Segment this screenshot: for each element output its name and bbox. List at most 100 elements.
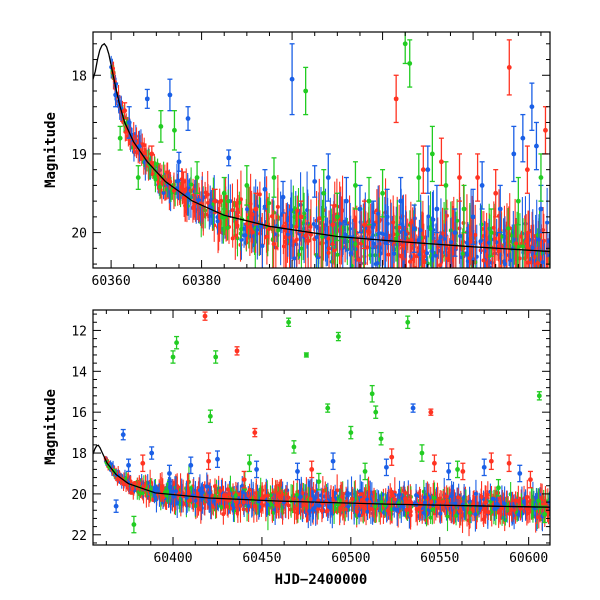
bottom-point	[149, 446, 155, 460]
top-point	[321, 169, 327, 218]
top-point	[398, 176, 404, 226]
top-point	[371, 200, 377, 249]
top-y-tick-label: 19	[71, 148, 87, 163]
bottom-point	[536, 391, 542, 401]
top-axes-frame	[92, 31, 551, 269]
bottom-point	[140, 454, 146, 473]
bottom-point	[316, 472, 322, 491]
top-point	[271, 157, 277, 198]
bottom-point	[254, 460, 260, 479]
bottom-point	[428, 408, 434, 416]
top-point	[158, 110, 164, 143]
bottom-point	[517, 464, 523, 483]
top-point	[511, 125, 517, 183]
top-point	[312, 165, 318, 198]
top-point	[226, 149, 232, 167]
top-axes: 60360 60380 60400 60420 60440 18 19 20	[71, 32, 550, 289]
bottom-point	[488, 452, 494, 471]
bottom-point	[294, 462, 300, 481]
bottom-point	[383, 458, 389, 477]
bottom-point	[410, 403, 416, 413]
top-point	[470, 188, 476, 246]
top-point	[452, 208, 458, 257]
top-point	[416, 153, 422, 202]
top-point	[529, 82, 535, 131]
bottom-x-tick-label: 60600	[509, 551, 548, 566]
bottom-point	[481, 458, 487, 477]
bottom-point	[495, 478, 501, 497]
bottom-x-tick-label: 60550	[420, 551, 459, 566]
bottom-point	[241, 470, 247, 489]
bottom-point	[527, 470, 533, 489]
top-point	[244, 165, 250, 206]
bottom-point	[206, 452, 212, 471]
top-point	[280, 180, 286, 214]
bottom-point	[362, 462, 368, 481]
bottom-panel: 60400 60450 60500 60550 60600 12 14 16 18 20 22 Ma…	[43, 309, 551, 588]
top-x-tick-label: 60420	[363, 274, 402, 289]
top-model-curve	[93, 42, 550, 253]
top-point	[533, 121, 539, 171]
bottom-axes-frame	[92, 309, 551, 546]
bottom-point	[207, 409, 213, 424]
top-point	[303, 66, 309, 116]
top-point	[434, 184, 440, 234]
top-point	[298, 200, 304, 234]
bottom-point	[389, 448, 395, 466]
top-point	[429, 125, 435, 183]
bottom-point	[309, 460, 315, 479]
top-point	[144, 88, 150, 109]
top-point	[117, 125, 123, 151]
top-point	[538, 153, 544, 202]
bottom-point	[348, 425, 354, 440]
bottom-y-tick-label: 14	[71, 365, 87, 380]
bottom-point	[431, 454, 437, 473]
top-point	[479, 161, 485, 210]
top-point	[402, 32, 408, 65]
top-point	[185, 106, 191, 131]
bottom-point	[455, 460, 461, 479]
bottom-point	[335, 331, 341, 342]
top-point	[176, 151, 182, 172]
top-point	[357, 184, 363, 234]
bottom-points	[113, 311, 548, 534]
top-point	[289, 43, 295, 116]
bottom-model-curve	[93, 444, 550, 508]
top-point	[171, 110, 177, 151]
bottom-point	[378, 431, 384, 446]
bottom-x-tick-label: 60450	[242, 551, 281, 566]
bottom-point	[506, 454, 512, 473]
bottom-axes: 60400 60450 60500 60550 60600 12 14 16 18 20 22	[71, 310, 550, 566]
top-point	[393, 74, 399, 124]
top-point	[149, 145, 155, 163]
bottom-point	[330, 452, 336, 471]
top-point	[253, 192, 259, 226]
bottom-point	[325, 403, 331, 413]
bottom-point	[419, 444, 425, 462]
bottom-x-tick-label: 60500	[331, 551, 370, 566]
top-points	[113, 32, 548, 257]
top-dense-points	[109, 55, 550, 268]
bottom-point	[446, 462, 452, 481]
bottom-point	[131, 515, 137, 534]
top-point	[221, 176, 227, 210]
bottom-point	[246, 454, 252, 473]
top-point	[524, 145, 530, 194]
top-point	[361, 200, 367, 249]
top-point	[380, 169, 386, 218]
top-point	[334, 192, 340, 242]
top-point	[135, 165, 141, 190]
bottom-point	[174, 335, 180, 350]
bottom-point	[213, 350, 219, 364]
top-x-tick-label: 60440	[454, 274, 493, 289]
bottom-point	[542, 505, 548, 524]
top-point	[438, 137, 444, 187]
top-point	[325, 153, 331, 202]
top-point	[457, 153, 463, 202]
top-point	[520, 113, 526, 163]
bottom-y-tick-label: 12	[71, 324, 87, 339]
top-panel: 60360 60380 60400 60420 60440 18 19 20 Magnitud…	[43, 31, 551, 289]
bottom-point	[286, 317, 292, 327]
bottom-x-axis-label: HJD−2400000	[275, 572, 368, 588]
